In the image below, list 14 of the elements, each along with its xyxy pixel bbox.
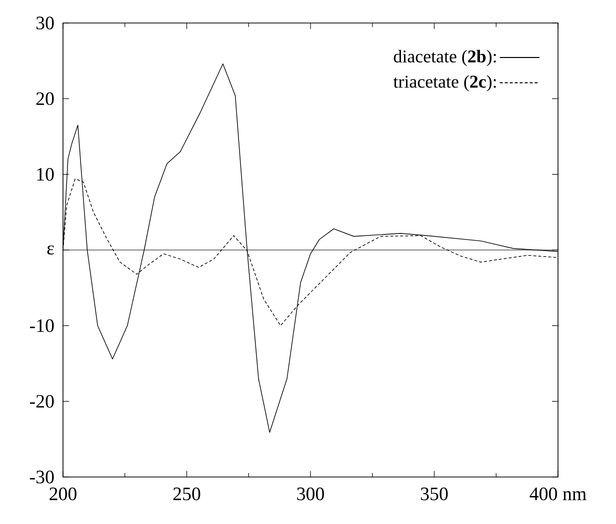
x-tick-label: 300	[297, 488, 324, 500]
y-tick-label: 30	[36, 16, 54, 30]
legend-label: diacetate (2b):	[394, 50, 496, 66]
y-tick-label: 20	[36, 92, 54, 106]
x-tick-label: 400 nm	[530, 488, 586, 500]
legend-label: triacetate (2c):	[393, 75, 496, 92]
y-tick-label: 10	[37, 168, 54, 181]
x-tick-label: 200	[50, 488, 76, 500]
y-tick-label: -30	[30, 470, 54, 484]
y-tick-label: -10	[30, 319, 54, 332]
y-tick-label: ε	[47, 245, 54, 255]
x-tick-label: 250	[173, 488, 200, 500]
y-tick-label: -20	[30, 394, 54, 408]
x-tick-label: 350	[420, 488, 448, 500]
